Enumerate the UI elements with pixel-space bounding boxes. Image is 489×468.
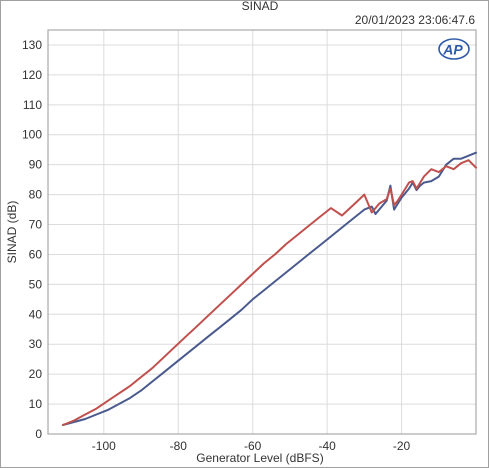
series-layer bbox=[61, 151, 477, 426]
grid bbox=[48, 30, 476, 435]
y-tick-label: 100 bbox=[22, 128, 42, 142]
x-tick-label: -20 bbox=[393, 439, 411, 453]
y-tick-label: 90 bbox=[29, 158, 43, 172]
y-tick-label: 70 bbox=[29, 218, 43, 232]
ap-logo-text: AP bbox=[442, 42, 463, 58]
y-tick-label: 110 bbox=[23, 98, 42, 112]
x-tick-label: -80 bbox=[170, 439, 188, 453]
y-tick-label: 30 bbox=[29, 337, 43, 351]
x-axis-label: Generator Level (dBFS) bbox=[196, 451, 323, 465]
x-tick-label: -100 bbox=[92, 439, 116, 453]
series-line-1 bbox=[61, 151, 477, 426]
y-tick-label: 50 bbox=[29, 277, 43, 291]
chart-title: SINAD bbox=[242, 0, 279, 13]
series-line-2 bbox=[61, 159, 477, 426]
y-axis-label: SINAD (dB) bbox=[5, 201, 19, 264]
y-tick-labels: 0 10 20 30 40 50 60 70 80 90 100 110 120 130 bbox=[22, 38, 42, 441]
x-tick-label: -60 bbox=[244, 439, 262, 453]
timestamp-label: 20/01/2023 23:06:47.6 bbox=[355, 13, 475, 27]
y-tick-label: 40 bbox=[29, 307, 43, 321]
x-tick-labels: -100 -80 -60 -40 -20 bbox=[92, 439, 411, 453]
y-tick-label: 0 bbox=[35, 427, 42, 441]
y-tick-label: 130 bbox=[22, 38, 42, 52]
y-tick-label: 20 bbox=[29, 367, 43, 381]
y-tick-label: 80 bbox=[29, 188, 43, 202]
y-tick-label: 60 bbox=[29, 247, 43, 261]
y-tick-label: 120 bbox=[22, 68, 42, 82]
y-tick-label: 10 bbox=[29, 397, 43, 411]
x-tick-label: -40 bbox=[318, 439, 336, 453]
plot-area-border bbox=[47, 29, 477, 435]
ap-logo-icon: AP bbox=[438, 38, 470, 60]
